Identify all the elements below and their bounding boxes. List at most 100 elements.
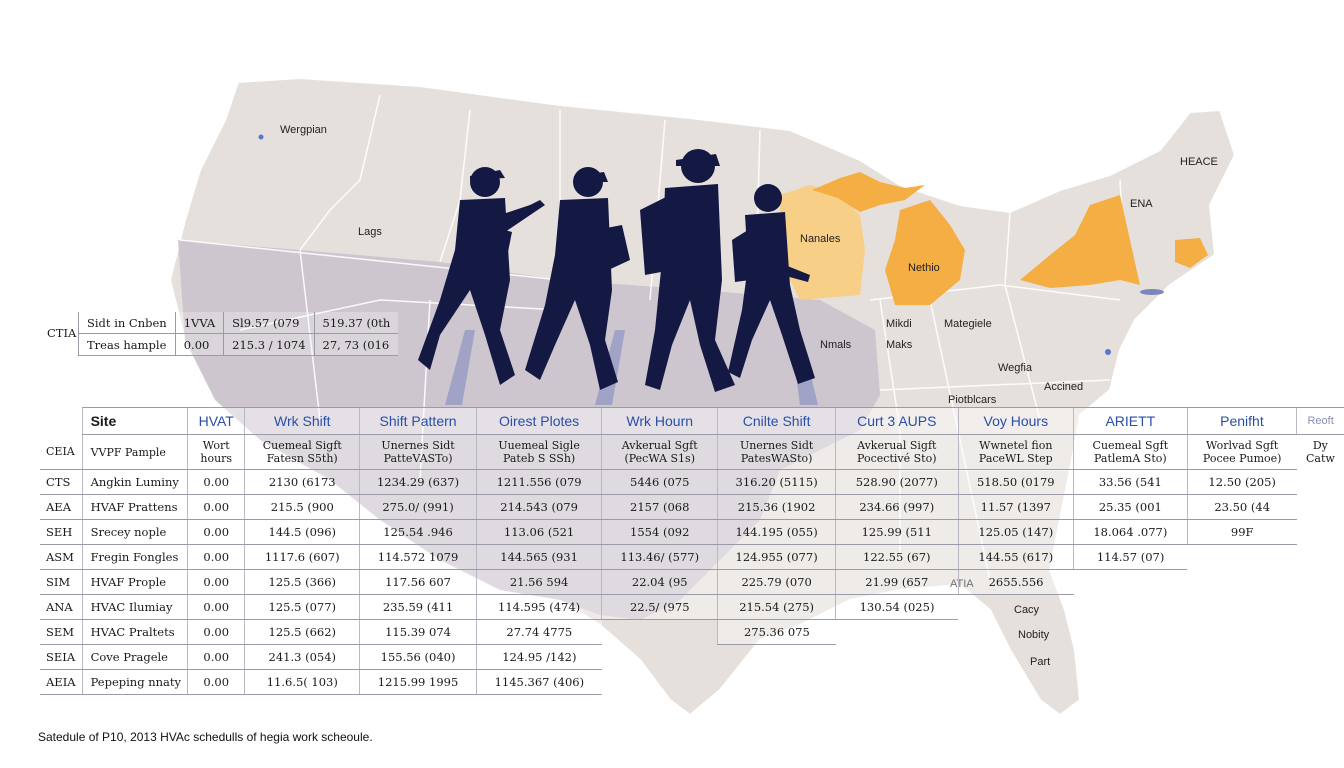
table-cell: 114.595 (474)	[475, 594, 602, 620]
table-cell: VVPF Pample	[81, 434, 188, 470]
map-label: Lags	[358, 226, 382, 238]
map-label: Nethio	[908, 262, 940, 274]
highlight-state-upper	[812, 172, 925, 212]
column-header[interactable]: Penifht	[1186, 407, 1297, 435]
table-row: ASM Fregin Fongles 0.00 1117.6 (607) 114.572…	[40, 544, 1344, 570]
table-cell: Uuemeal Sigle Pateb S SSh)	[475, 434, 602, 470]
table-cell: 2655.556	[957, 569, 1074, 595]
table-cell: 1145.367 (406)	[475, 669, 602, 695]
table-cell: 518.50 (0179	[957, 469, 1074, 495]
table-cell	[958, 620, 1074, 645]
table-cell: Wort hours	[187, 434, 245, 470]
table-cell: HVAC Ilumiay	[81, 594, 188, 620]
table-row: SEIA Cove Pragele 0.00 241.3 (054) 155.56 (0…	[40, 644, 1344, 670]
table-cell: 0.00	[187, 544, 245, 570]
table-cell: Cuemeal Sigft Fatesn S5th)	[244, 434, 360, 470]
highlight-state-michigan	[885, 200, 965, 305]
table-cell: 124.95 /142)	[475, 644, 602, 670]
column-header[interactable]: Curt 3 AUPS	[835, 407, 959, 435]
table-cell: 130.54 (025)	[835, 594, 959, 620]
map-label: Nobity	[1018, 629, 1050, 641]
table-cell	[836, 645, 959, 670]
table-cell: 316.20 (5115)	[717, 469, 836, 495]
table-cell-empty	[1297, 620, 1344, 645]
table-cell: 144.565 (931	[475, 544, 602, 570]
table-cell	[602, 670, 718, 695]
table-cell: HVAC Praltets	[81, 619, 188, 645]
table-cell: 23.50 (44	[1186, 494, 1297, 520]
map-label: Maks	[886, 339, 913, 351]
row-code: ASM	[40, 544, 83, 570]
column-header[interactable]: Voy Hours	[957, 407, 1074, 435]
table-cell	[836, 670, 959, 695]
table-cell: 18.064 .077)	[1073, 519, 1188, 545]
table-cell: Unernes Sidt PatteVASTo)	[359, 434, 477, 470]
table-cell	[1187, 545, 1297, 570]
table-cell: 11.6.5( 103)	[244, 669, 360, 695]
table-row: Treas hample 0.00 215.3 / 1074 27, 73 (0…	[78, 333, 399, 356]
table-cell: Unernes Sidt PatesWASto)	[717, 434, 836, 470]
column-header[interactable]: Shift Pattern	[359, 407, 477, 435]
table-cell: 155.56 (040)	[359, 644, 477, 670]
column-header[interactable]: Reoft	[1296, 407, 1344, 435]
table-cell: Srecey nople	[81, 519, 188, 545]
column-header[interactable]: Wrk Hourn	[601, 407, 718, 435]
column-header[interactable]: ARIETT	[1073, 407, 1188, 435]
table-cell: 22.04 (95	[601, 569, 718, 595]
table-cell: 215.36 (1902	[717, 494, 836, 520]
table-cell	[1187, 645, 1297, 670]
table-cell-empty	[1297, 570, 1344, 595]
table-cell: 25.35 (001	[1073, 494, 1188, 520]
map-marker	[1105, 349, 1111, 355]
table-cell: 125.5 (366)	[244, 569, 360, 595]
table-cell: 125.05 (147)	[957, 519, 1074, 545]
table-cell: 519.37 (0th	[313, 312, 399, 334]
row-code: SEH	[40, 519, 83, 545]
table-cell	[958, 670, 1074, 695]
table-cell-empty	[1297, 670, 1344, 695]
table-cell: 21.56 594	[475, 569, 602, 595]
table-cell: 215.54 (275)	[717, 594, 836, 620]
table-cell: Treas hample	[78, 333, 176, 356]
table-cell: 1215.99 1995	[359, 669, 477, 695]
table-cell: 0.00	[174, 333, 224, 356]
column-header[interactable]: Cnilte Shift	[717, 407, 836, 435]
column-header[interactable]: Oirest Plotes	[475, 407, 602, 435]
table-cell: 0.00	[187, 469, 245, 495]
map-marker-lake	[1140, 289, 1164, 295]
table-row: SEH Srecey nople 0.00 144.5 (096) 125.54 .94…	[40, 519, 1344, 545]
table-cell: Avkerual Sgft (PecWA S1s)	[601, 434, 718, 470]
table-cell-empty	[1297, 470, 1344, 495]
table-cell: 1554 (092	[601, 519, 718, 545]
row-code: CTS	[40, 469, 83, 495]
map-label: Part	[1030, 656, 1051, 668]
table-cell: 114.572 1079	[359, 544, 477, 570]
table-row-code: CTIA	[47, 326, 77, 340]
table-cell: 0.00	[187, 569, 245, 595]
summary-table: Sidt in Cnben 1VVA Sl9.57 (079 519.37 (0…	[78, 312, 399, 356]
column-header[interactable]: Site	[81, 407, 188, 435]
column-header[interactable]: HVAT	[187, 407, 245, 435]
map-label: Nanales	[800, 233, 841, 245]
highlight-state-massachusetts	[1175, 238, 1208, 268]
table-cell-empty	[1297, 495, 1344, 520]
table-cell: 144.5 (096)	[244, 519, 360, 545]
table-cell: 114.57 (07)	[1073, 544, 1188, 570]
row-code: AEIA	[40, 669, 83, 695]
table-cell: 125.5 (662)	[244, 619, 360, 645]
map-marker	[258, 134, 264, 140]
table-row: SEM HVAC Praltets 0.00 125.5 (662) 115.39 07…	[40, 619, 1344, 645]
highlight-state-light	[780, 185, 865, 300]
row-code: ANA	[40, 594, 83, 620]
table-cell: Sl9.57 (079	[223, 312, 315, 334]
table-cell: Dy Catw	[1305, 439, 1335, 466]
figure-caption: Satedule of P10, 2013 HVAc schedulls of …	[38, 730, 373, 744]
table-cell: 1117.6 (607)	[244, 544, 360, 570]
table-cell-empty	[1297, 520, 1344, 545]
table-cell	[602, 620, 718, 645]
table-cell: 144.55 (617)	[957, 544, 1074, 570]
column-header[interactable]: Wrk Shift	[244, 407, 360, 435]
table-cell: HVAF Prattens	[81, 494, 188, 520]
row-code: SIM	[40, 569, 83, 595]
worker-with-drill-icon	[728, 184, 815, 384]
